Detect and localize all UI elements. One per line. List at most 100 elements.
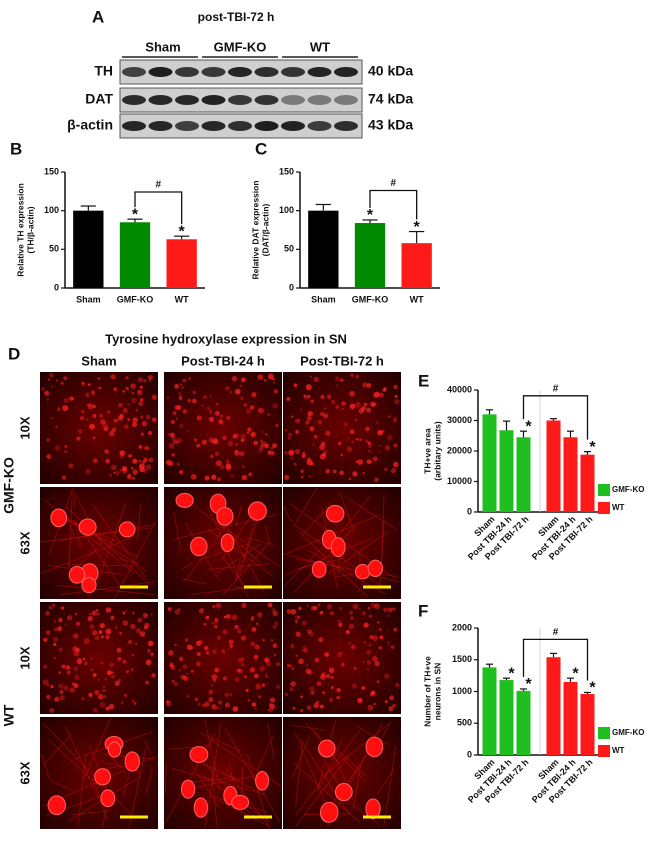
texture: [186, 695, 189, 698]
texture: [255, 683, 262, 690]
texture: [92, 673, 97, 677]
texture: [165, 700, 172, 707]
texture: [208, 509, 248, 597]
texture: [88, 407, 91, 410]
texture: [355, 374, 360, 379]
texture: [369, 635, 374, 639]
texture: [294, 615, 299, 620]
texture: [105, 458, 110, 464]
texture: [110, 615, 115, 620]
texture: [384, 444, 391, 451]
texture: [147, 375, 153, 381]
texture: [204, 475, 210, 481]
texture: [147, 447, 151, 451]
texture: [55, 425, 58, 428]
texture: [272, 443, 278, 449]
cell-body: [190, 536, 208, 557]
texture: [212, 649, 217, 654]
texture: [81, 696, 85, 701]
bracket-label: #: [553, 383, 559, 394]
texture: [382, 387, 387, 392]
texture: [330, 686, 334, 689]
cell-body: [78, 518, 97, 536]
texture: [141, 420, 148, 427]
texture: [180, 385, 184, 390]
texture: [150, 613, 153, 616]
texture: [197, 702, 201, 706]
legend-label: WT: [612, 746, 625, 755]
bracket: [369, 189, 418, 220]
texture: [306, 664, 309, 667]
texture: [392, 704, 396, 708]
texture: [174, 405, 179, 410]
texture: [46, 398, 50, 401]
texture: [309, 375, 312, 378]
texture: [224, 702, 230, 708]
texture: [312, 443, 315, 446]
texture: [54, 696, 60, 702]
texture: [60, 581, 156, 596]
texture: [261, 683, 266, 687]
texture: [145, 659, 152, 666]
texture: [295, 654, 298, 657]
texture: [131, 699, 135, 703]
blot-group-label: Sham: [145, 39, 180, 54]
texture: [287, 436, 291, 440]
texture: [363, 622, 369, 628]
texture: [220, 414, 224, 418]
texture: [119, 632, 122, 635]
texture: [213, 624, 218, 629]
texture: [251, 392, 257, 398]
texture: [214, 410, 220, 416]
micrograph: [283, 372, 401, 484]
x-tick-label: GMF-KO: [352, 294, 389, 304]
texture: [361, 405, 367, 411]
texture: [284, 692, 289, 697]
texture: [92, 436, 96, 440]
texture: [176, 462, 180, 466]
texture: [65, 516, 82, 549]
texture: [373, 702, 376, 706]
texture: [58, 617, 63, 623]
texture: [258, 695, 262, 699]
blot-group-label: WT: [310, 39, 330, 54]
texture: [389, 695, 395, 701]
blot-band: [201, 121, 226, 131]
texture: [325, 468, 330, 474]
texture: [283, 505, 292, 523]
y-axis-label: Relative DAT expression: [250, 180, 260, 279]
texture: [166, 700, 170, 704]
texture: [352, 471, 358, 477]
texture: [72, 633, 79, 639]
texture: [265, 672, 268, 675]
panel-letter: D: [8, 344, 20, 363]
texture: [269, 697, 276, 703]
texture: [267, 709, 270, 712]
texture: [168, 442, 175, 449]
blot-band: [148, 67, 173, 77]
texture: [387, 644, 390, 647]
texture: [229, 693, 232, 696]
texture: [53, 657, 56, 660]
y-tick-label: 100: [44, 205, 59, 215]
cell-body: [47, 795, 66, 816]
cell-body: [247, 501, 267, 521]
texture: [46, 438, 50, 442]
significance-mark: *: [589, 680, 596, 697]
texture: [372, 456, 378, 462]
texture: [58, 683, 64, 689]
texture: [226, 613, 232, 619]
texture: [343, 422, 349, 427]
texture: [182, 664, 188, 670]
texture: [131, 397, 137, 404]
micrograph: [164, 372, 282, 484]
texture: [59, 524, 156, 542]
texture: [105, 634, 110, 640]
texture: [61, 664, 66, 669]
y-tick-label: 150: [44, 166, 59, 176]
texture: [98, 386, 102, 390]
texture: [137, 617, 143, 623]
texture: [240, 663, 245, 667]
texture: [349, 610, 353, 615]
texture: [119, 468, 122, 472]
